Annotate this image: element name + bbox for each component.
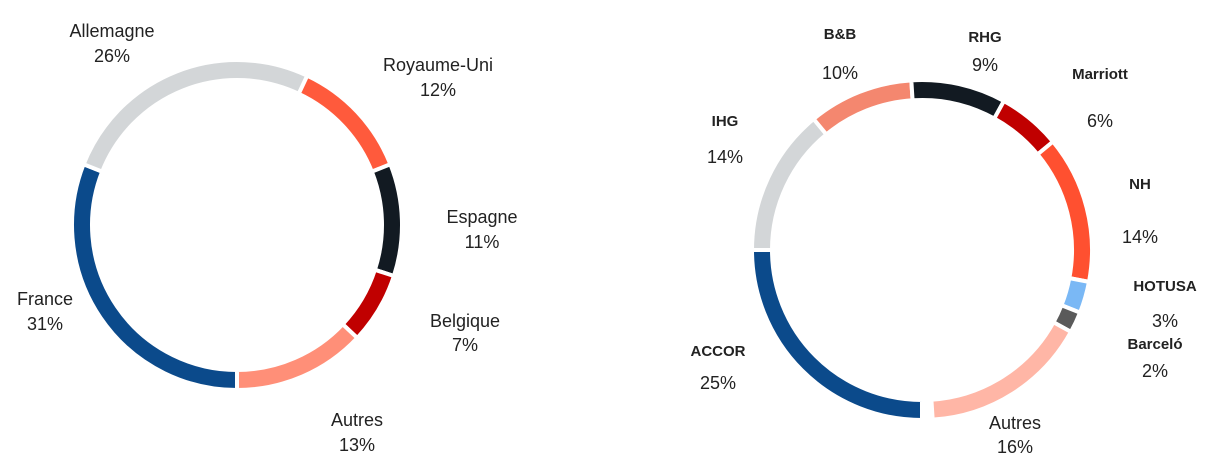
category-label: France [17, 289, 73, 309]
category-label: Allemagne [69, 21, 154, 41]
value-label: 25% [700, 373, 736, 393]
value-label: 31% [27, 314, 63, 334]
value-label: 14% [1122, 227, 1158, 247]
donut-segment [235, 321, 361, 393]
donut-segment [929, 319, 1074, 422]
value-label: 3% [1152, 311, 1178, 331]
category-label: Autres [331, 410, 383, 430]
value-label: 13% [339, 435, 375, 455]
brand-logo: IHG [712, 113, 739, 130]
category-label: Autres [989, 413, 1041, 433]
brand-logo: RHG [968, 29, 1001, 46]
brand-logo: Marriott [1072, 66, 1128, 83]
value-label: 7% [452, 335, 478, 355]
donut-segment [369, 161, 404, 279]
brand-logo: B&B [824, 26, 857, 43]
value-label: 2% [1142, 361, 1168, 381]
brand-logo: ACCOR [691, 343, 746, 360]
donut-segment [80, 58, 310, 175]
value-label: 9% [972, 55, 998, 75]
value-label: 10% [822, 63, 858, 83]
brand-logo: Barceló [1127, 336, 1182, 353]
donut-segment [296, 73, 394, 175]
category-label: Espagne [446, 207, 517, 227]
donut-segment [749, 248, 924, 423]
donut-segment [749, 116, 830, 252]
donut-segment [810, 78, 915, 138]
value-label: 14% [707, 147, 743, 167]
donut-segment [70, 161, 239, 393]
category-label: Royaume-Uni [383, 55, 493, 75]
value-label: 6% [1087, 111, 1113, 131]
donut-segment [339, 267, 397, 341]
category-label: Belgique [430, 311, 500, 331]
donut-segment [1034, 138, 1095, 285]
value-label: 26% [94, 46, 130, 66]
brand-logo: NH [1129, 176, 1151, 193]
donut-segment [909, 78, 1007, 122]
value-label: 12% [420, 80, 456, 100]
value-label: 11% [465, 232, 500, 252]
brand-logo: HOTUSA [1133, 278, 1197, 295]
value-label: 16% [997, 437, 1033, 456]
